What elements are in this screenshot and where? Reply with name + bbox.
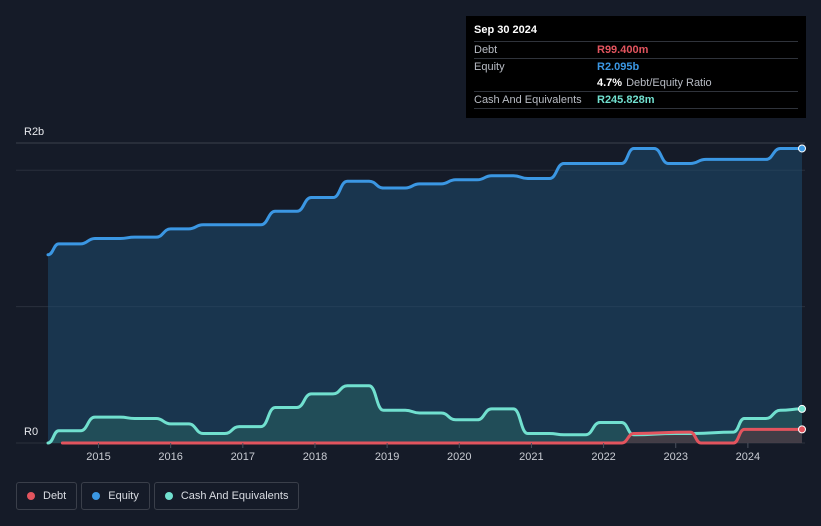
cash-endpoint-marker bbox=[798, 404, 806, 413]
legend-debt-label: Debt bbox=[43, 490, 67, 502]
tooltip-row-equity: Equity R2.095b bbox=[474, 58, 798, 75]
y-axis-top-label: R2b bbox=[24, 126, 44, 138]
x-tick-label: 2016 bbox=[158, 451, 182, 463]
tooltip-debt-label: Debt bbox=[474, 44, 498, 56]
debt-dot-icon bbox=[27, 492, 35, 500]
tooltip-ratio-suffix: Debt/Equity Ratio bbox=[626, 77, 712, 89]
data-tooltip: Sep 30 2024 Debt R99.400m Equity R2.095b… bbox=[466, 16, 806, 118]
x-tick-label: 2017 bbox=[231, 451, 255, 463]
y-axis-bottom-label: R0 bbox=[24, 426, 38, 438]
legend-cash-label: Cash And Equivalents bbox=[180, 490, 289, 502]
equity-endpoint-marker bbox=[798, 144, 806, 153]
equity-line bbox=[46, 147, 804, 257]
tooltip-ratio-value: 4.7% bbox=[597, 77, 623, 89]
x-tick-label: 2023 bbox=[663, 451, 687, 463]
tooltip-row-cash: Cash And Equivalents R245.828m bbox=[474, 91, 798, 109]
x-tick-label: 2020 bbox=[447, 451, 471, 463]
x-tick-label: 2019 bbox=[375, 451, 399, 463]
cash-dot-icon bbox=[164, 492, 173, 500]
legend-item-equity[interactable]: Equity bbox=[81, 482, 150, 510]
legend-item-debt[interactable]: Debt bbox=[16, 482, 78, 510]
chart-legend: Debt Equity Cash And Equivalents bbox=[16, 482, 300, 510]
tooltip-debt-value: R99.400m bbox=[597, 44, 649, 56]
tooltip-row-debt: Debt R99.400m bbox=[474, 41, 798, 58]
x-tick-label: 2022 bbox=[591, 451, 615, 463]
legend-equity-label: Equity bbox=[108, 490, 139, 502]
debt-area bbox=[62, 429, 802, 443]
tooltip-equity-label: Equity bbox=[474, 61, 505, 73]
debt-endpoint-marker bbox=[798, 425, 806, 434]
debt-line bbox=[60, 427, 804, 445]
tooltip-row-ratio: 4.7% Debt/Equity Ratio bbox=[474, 75, 798, 91]
tooltip-date: Sep 30 2024 bbox=[474, 24, 537, 36]
tooltip-cash-label: Cash And Equivalents bbox=[474, 94, 582, 106]
x-tick-label: 2021 bbox=[519, 451, 543, 463]
tooltip-cash-value: R245.828m bbox=[597, 94, 655, 106]
tooltip-equity-value: R2.095b bbox=[597, 61, 640, 73]
equity-dot-icon bbox=[92, 492, 101, 500]
legend-item-cash[interactable]: Cash And Equivalents bbox=[153, 482, 300, 510]
x-tick-label: 2015 bbox=[86, 451, 110, 463]
x-tick-label: 2018 bbox=[303, 451, 327, 463]
x-tick-label: 2024 bbox=[736, 451, 760, 463]
equity-area bbox=[48, 148, 802, 443]
